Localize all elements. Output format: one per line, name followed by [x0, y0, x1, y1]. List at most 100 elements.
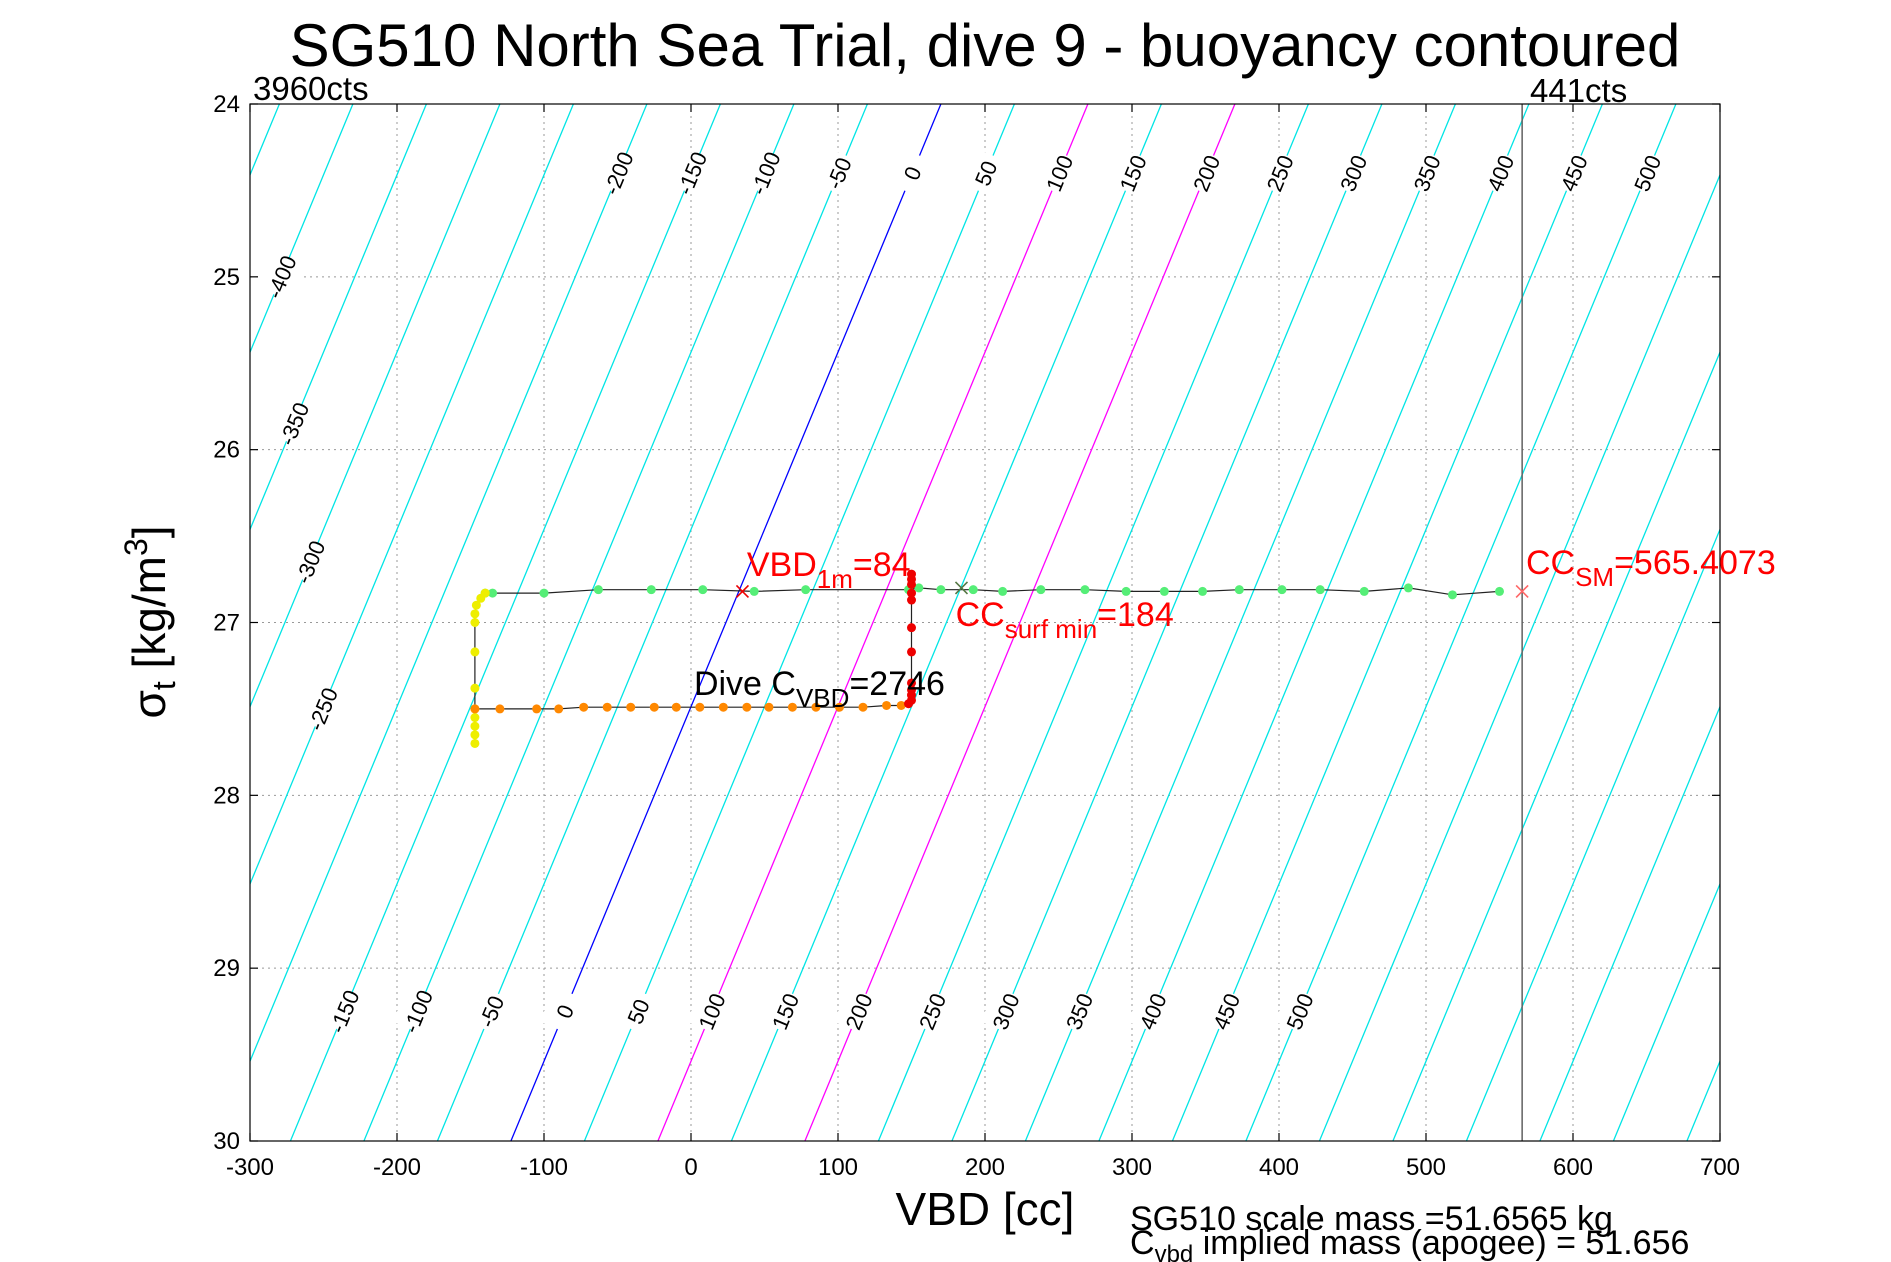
series-point	[470, 609, 480, 619]
series-point	[787, 702, 797, 712]
contour-label-bg	[1622, 148, 1673, 198]
reference-markers	[735, 581, 1529, 598]
contour-label-bg	[466, 986, 517, 1037]
x-tick-label: 400	[1259, 1154, 1299, 1181]
contour-label-bg	[297, 684, 348, 734]
contour-line	[1098, 104, 1530, 1141]
series-point	[695, 702, 705, 712]
x-tick-label: 0	[684, 1154, 697, 1181]
contour-line	[0, 104, 206, 1141]
contour-line	[1392, 350, 1720, 1141]
series-point	[896, 700, 906, 710]
y-tick-label: 30	[213, 1128, 240, 1155]
annotation: CCsurf min=184	[956, 596, 1174, 644]
contour-label-bg	[1127, 986, 1178, 1037]
y-tick-label: 25	[213, 264, 240, 291]
dive-series	[470, 569, 1504, 748]
y-axis-ticks: 24 25 26 27 28 29 30	[213, 91, 1720, 1155]
buoyancy-contours	[0, 104, 1891, 1141]
corner-label-left: 3960cts	[253, 70, 369, 107]
contour-label-bg	[1254, 148, 1305, 198]
contour-label-bg	[960, 148, 1011, 198]
series-point	[554, 704, 564, 714]
series-point	[470, 721, 480, 731]
series-point	[907, 588, 916, 598]
contour-label-bg	[1475, 148, 1526, 198]
contour-label-bg	[666, 148, 717, 198]
contour-label-bg	[833, 986, 884, 1037]
series-point	[470, 647, 480, 657]
series-point	[907, 595, 916, 605]
contour-label-bg	[1274, 986, 1325, 1037]
contour-line	[250, 104, 501, 709]
y-axis-label-sub: t	[146, 681, 182, 690]
annotation-sub: SM	[1575, 562, 1614, 592]
contour-line	[1318, 173, 1720, 1141]
contour-label-bg	[686, 986, 737, 1037]
x-tick-label: 100	[818, 1154, 858, 1181]
contour-label-bg	[1107, 148, 1158, 198]
series-point	[532, 704, 542, 714]
contour-line	[583, 104, 1016, 1141]
contour-line	[363, 104, 795, 1141]
series-point	[470, 704, 480, 714]
series-point	[749, 586, 759, 596]
contour-line	[877, 104, 1310, 1141]
y-axis-label: σt [kg/m3]	[118, 525, 182, 718]
x-tick-label: -200	[373, 1154, 421, 1181]
series-point	[649, 702, 659, 712]
contour-line	[436, 104, 869, 1141]
x-tick-label: 200	[965, 1154, 1005, 1181]
series-point	[1359, 586, 1369, 596]
contour-line	[1465, 527, 1720, 1141]
contour-line	[250, 104, 575, 886]
series-point	[907, 623, 916, 633]
y-axis-label-unit-sup: 3	[118, 538, 154, 556]
series-point	[1403, 583, 1413, 593]
contour-label-bg	[285, 537, 335, 587]
contour-label-bg	[392, 986, 443, 1037]
series-point	[1121, 586, 1131, 596]
series-point	[471, 600, 481, 610]
y-axis-label-unit: [kg/m	[123, 556, 175, 681]
x-tick-label: -300	[226, 1154, 274, 1181]
series-point	[1315, 585, 1325, 595]
series-point	[936, 585, 946, 595]
contour-line	[250, 104, 648, 1063]
contour-label-bg	[1054, 986, 1105, 1037]
series-point	[488, 588, 498, 598]
reference-marker	[735, 584, 750, 598]
contour-label-bg	[319, 986, 370, 1037]
x-axis-ticks: -300 -200 -100 0 100 200 300 400 500 600 700	[226, 104, 1740, 1181]
footer-implied-mass-main: C	[1130, 1224, 1155, 1262]
contour-labels: -400-350-300-250-200 -150 -100 -50 0 50 100 150…	[256, 148, 1673, 1037]
series-point	[907, 569, 916, 579]
series-point	[882, 700, 892, 710]
contour-line	[1245, 104, 1677, 1141]
series-point	[858, 702, 868, 712]
series-point	[1495, 586, 1504, 596]
footer-scale-mass: SG510 scale mass =51.6565 kg	[1130, 1200, 1613, 1238]
x-axis-label: VBD [cc]	[896, 1183, 1075, 1235]
contour-line	[289, 104, 722, 1141]
annotation: CCSM=565.4073	[1526, 544, 1776, 592]
series-point	[579, 702, 589, 712]
contour-label-bg	[593, 148, 644, 198]
series-point	[811, 702, 821, 712]
series-point	[834, 702, 844, 712]
contour-label-bg	[1201, 986, 1252, 1037]
annotation-sub: surf min	[1005, 614, 1097, 644]
footer-implied-mass-tail: implied mass (apogee) = 51.656	[1193, 1224, 1689, 1262]
contour-line	[1760, 104, 1891, 1141]
footer-implied-mass: Cvbd implied mass (apogee) = 51.656	[1130, 1224, 1689, 1262]
contour-label-bg	[1181, 148, 1232, 198]
contour-line	[657, 104, 1089, 1141]
series-point	[470, 683, 480, 693]
contour-line	[951, 104, 1383, 1141]
annotation-tail: =2746	[849, 665, 945, 703]
annotation-sub: VBD	[796, 683, 849, 713]
series-point	[998, 586, 1008, 596]
series-point	[1159, 586, 1169, 596]
series-point	[1036, 585, 1046, 595]
